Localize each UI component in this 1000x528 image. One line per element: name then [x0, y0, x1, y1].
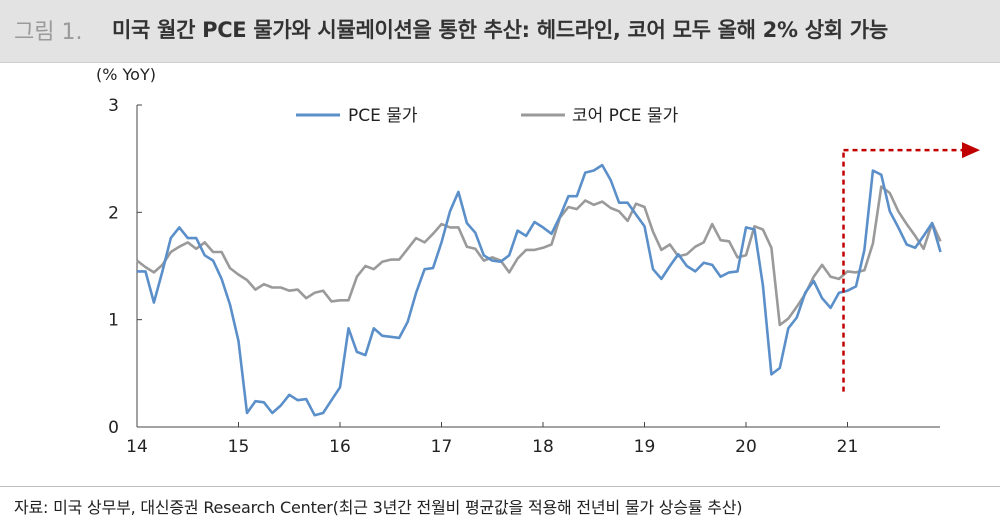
- source-note: 자료: 미국 상무부, 대신증권 Research Center(최근 3년간 …: [14, 498, 743, 517]
- series-line-0: [137, 163, 942, 417]
- legend-label-1: 코어 PCE 물가: [572, 106, 679, 126]
- x-tick-label: 19: [634, 437, 656, 457]
- y-axis-label: (% YoY): [96, 65, 156, 84]
- y-tick-label: 3: [108, 96, 119, 116]
- source-divider: [0, 486, 1000, 487]
- y-tick-label: 1: [108, 311, 119, 331]
- figure-title-bar: 그림 1. 미국 월간 PCE 물가와 시뮬레이션을 통한 추산: 헤드라인, …: [0, 0, 1000, 63]
- x-ticks: 14 15 16 17 18 19 20 21: [126, 422, 858, 457]
- series-layer: [136, 163, 942, 417]
- x-tick-label: 18: [532, 437, 554, 457]
- x-tick-label: 20: [735, 437, 757, 457]
- x-tick-label: 15: [228, 437, 250, 457]
- line-chart: (% YoY) 0 1 2 3 14 15 16 17 18 19 20 21 PCE 물가 코어 P…: [96, 65, 980, 457]
- x-tick-label: 21: [837, 437, 859, 457]
- figure-label: 그림 1.: [14, 20, 83, 45]
- projection-arrow-head: [962, 142, 980, 159]
- series-line-1: [136, 185, 942, 327]
- x-tick-label: 16: [329, 437, 351, 457]
- y-ticks: 0 1 2 3: [108, 96, 142, 438]
- legend: PCE 물가 코어 PCE 물가: [296, 106, 679, 126]
- x-tick-label: 14: [126, 437, 148, 457]
- y-tick-label: 0: [108, 418, 119, 438]
- y-tick-label: 2: [108, 203, 119, 223]
- x-tick-label: 17: [431, 437, 453, 457]
- figure-title: 미국 월간 PCE 물가와 시뮬레이션을 통한 추산: 헤드라인, 코어 모두 …: [112, 18, 888, 42]
- projection-annotation: [842, 142, 980, 392]
- legend-label-0: PCE 물가: [348, 106, 418, 126]
